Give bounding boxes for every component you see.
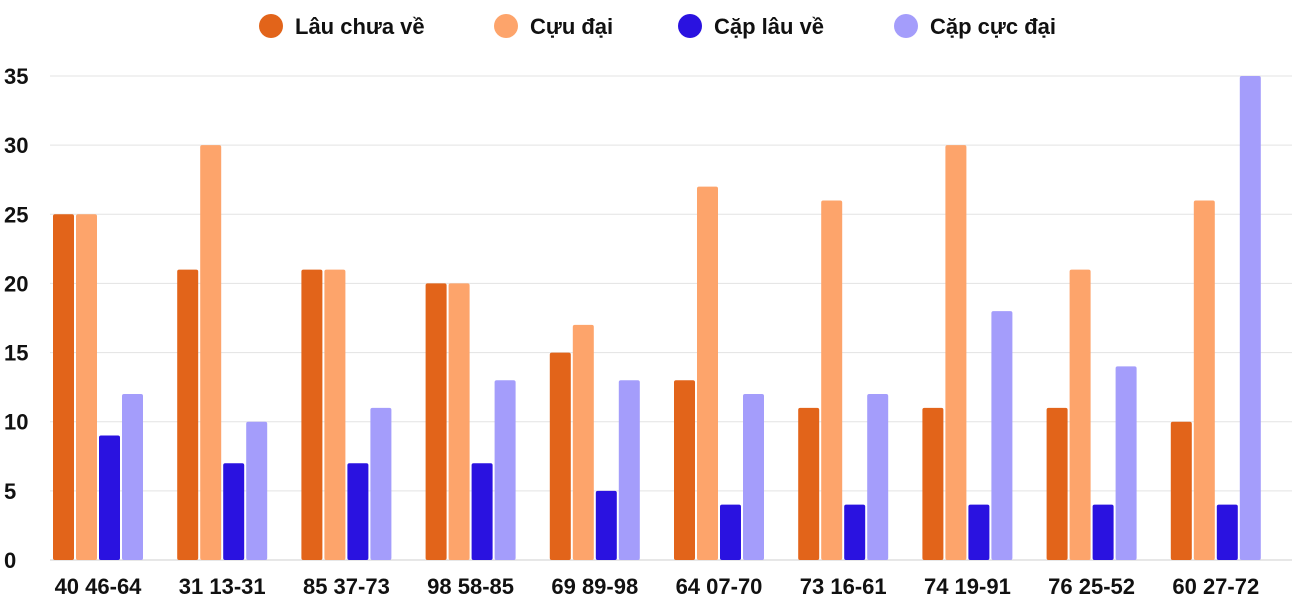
y-tick-label: 10	[4, 410, 28, 435]
bar-3-1[interactable]	[99, 435, 120, 560]
x-tick-label: 69 89-98	[551, 574, 638, 599]
legend-label: Cặp lâu về	[714, 14, 824, 39]
bar-3-2[interactable]	[223, 463, 245, 560]
y-axis: 0 5 10 15 20 25 30 35	[4, 64, 28, 573]
bar-2-7[interactable]	[821, 200, 843, 560]
bar-group	[1046, 269, 1137, 560]
y-tick-label: 30	[4, 133, 28, 158]
bar-3-10[interactable]	[1216, 504, 1238, 560]
x-tick-label: 85 37-73	[303, 574, 390, 599]
x-tick-label: 31 13-31	[179, 574, 266, 599]
bar-1-5[interactable]	[549, 352, 571, 560]
x-tick-label: 60 27-72	[1172, 574, 1259, 599]
bar-3-3[interactable]	[347, 463, 369, 560]
x-tick-label: 73 16-61	[800, 574, 887, 599]
x-tick-label: 76 25-52	[1048, 574, 1135, 599]
y-tick-label: 15	[4, 341, 28, 366]
bar-1-3[interactable]	[301, 269, 323, 560]
bar-3-5[interactable]	[595, 490, 617, 560]
bar-4-4[interactable]	[494, 380, 516, 560]
bar-1-8[interactable]	[922, 407, 944, 560]
bar-group	[177, 145, 268, 560]
bar-group	[674, 186, 764, 560]
bar-group	[53, 214, 143, 561]
bar-3-8[interactable]	[968, 504, 990, 560]
bar-2-8[interactable]	[945, 145, 967, 560]
bar-4-3[interactable]	[370, 407, 392, 560]
legend-label: Lâu chưa về	[295, 14, 425, 39]
x-axis: 40 46-64 31 13-31 85 37-73 98 58-85 69 89-98…	[55, 574, 1260, 599]
legend-item[interactable]: Cặp lâu về	[678, 14, 824, 39]
legend-item[interactable]: Lâu chưa về	[259, 14, 425, 39]
bar-group	[922, 145, 1013, 560]
bar-1-6[interactable]	[674, 380, 695, 560]
bar-group	[301, 269, 392, 560]
y-tick-label: 35	[4, 64, 28, 89]
bar-1-4[interactable]	[425, 283, 447, 560]
bar-1-2[interactable]	[177, 269, 199, 560]
y-tick-label: 5	[4, 479, 16, 504]
y-tick-label: 20	[4, 271, 28, 296]
bar-2-6[interactable]	[697, 186, 718, 560]
bar-1-1[interactable]	[53, 214, 74, 561]
bar-2-1[interactable]	[76, 214, 97, 561]
bar-4-9[interactable]	[1115, 366, 1137, 560]
x-tick-label: 74 19-91	[924, 574, 1011, 599]
y-tick-label: 0	[4, 548, 16, 573]
legend-label: Cặp cực đại	[930, 14, 1056, 39]
bar-3-4[interactable]	[471, 463, 493, 560]
legend-swatch	[894, 14, 918, 38]
bar-4-6[interactable]	[743, 394, 764, 560]
bar-3-6[interactable]	[720, 504, 741, 560]
bar-2-10[interactable]	[1193, 200, 1215, 560]
bar-1-10[interactable]	[1170, 421, 1192, 560]
legend-label: Cựu đại	[530, 14, 613, 39]
x-tick-label: 98 58-85	[427, 574, 514, 599]
legend: Lâu chưa về Cựu đại Cặp lâu về Cặp cực đại	[259, 14, 1056, 39]
legend-swatch	[259, 14, 283, 38]
bar-4-5[interactable]	[618, 380, 640, 560]
legend-swatch	[678, 14, 702, 38]
bar-group	[425, 283, 516, 560]
bar-2-3[interactable]	[324, 269, 346, 560]
bar-3-9[interactable]	[1092, 504, 1114, 560]
bar-4-1[interactable]	[122, 394, 143, 560]
bar-4-8[interactable]	[991, 311, 1013, 560]
bar-4-7[interactable]	[867, 394, 889, 560]
bars	[53, 76, 1261, 561]
bar-2-5[interactable]	[572, 324, 594, 560]
bar-group	[549, 324, 640, 560]
x-tick-label: 40 46-64	[55, 574, 143, 599]
bar-2-2[interactable]	[200, 145, 222, 560]
x-tick-label: 64 07-70	[676, 574, 763, 599]
bar-4-2[interactable]	[246, 421, 268, 560]
legend-swatch	[494, 14, 518, 38]
bar-1-7[interactable]	[798, 407, 820, 560]
bar-2-9[interactable]	[1069, 269, 1091, 560]
bar-4-10[interactable]	[1239, 76, 1261, 560]
legend-item[interactable]: Cặp cực đại	[894, 14, 1056, 39]
y-tick-label: 25	[4, 202, 28, 227]
bar-group	[1170, 76, 1261, 560]
bar-2-4[interactable]	[448, 283, 470, 560]
bar-3-7[interactable]	[844, 504, 866, 560]
bar-group	[798, 200, 889, 560]
bar-1-9[interactable]	[1046, 407, 1068, 560]
legend-item[interactable]: Cựu đại	[494, 14, 613, 39]
